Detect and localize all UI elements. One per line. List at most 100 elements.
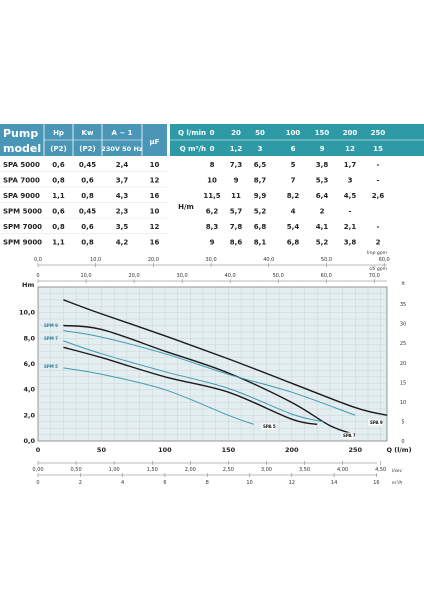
- header-lmin-value: 250: [371, 129, 386, 137]
- us-tick-label: 0: [36, 273, 39, 279]
- table-row-head-value: 4,1: [316, 223, 329, 231]
- header-kw-sub: (P2): [79, 145, 95, 153]
- header-m3h-value: 6: [291, 145, 296, 153]
- lsec-tick-label: 4,00: [337, 467, 348, 473]
- table-row-amp: 3,5: [116, 223, 129, 231]
- header-lmin-value: 20: [231, 129, 241, 137]
- m3h-tick-label: 0: [36, 480, 39, 486]
- table-row-kw: 0,6: [81, 177, 94, 185]
- lsec-tick-label: 0,50: [71, 467, 82, 473]
- table-row-head-value: -: [377, 223, 380, 231]
- lsec-tick-label: 1,00: [109, 467, 120, 473]
- curve-label-bg: [368, 419, 383, 426]
- x-tick-label: 100: [158, 446, 172, 454]
- lsec-tick-label: 1,50: [147, 467, 158, 473]
- curve-label: SPM 9: [44, 323, 58, 328]
- table-row-head-value: 6,8: [287, 239, 300, 247]
- curve-label: SPA 7: [343, 433, 356, 438]
- table-row-hp: 0,8: [52, 177, 65, 185]
- right-axis-unit: ft: [401, 281, 405, 287]
- table-row-head-value: -: [377, 161, 380, 169]
- curve-label-bg: [261, 423, 276, 430]
- table-row-uf: 10: [150, 208, 160, 216]
- lsec-tick-label: 2,00: [185, 467, 196, 473]
- y-tick-label: 10,0: [19, 309, 36, 317]
- table-row-head-value: 9: [210, 239, 215, 247]
- series-line-spm-5: [63, 367, 254, 425]
- m3h-tick-label: 16: [373, 480, 379, 486]
- y-tick-label: 4,0: [23, 386, 35, 394]
- header-hp: Hp: [53, 129, 64, 137]
- right-tick-label: 25: [400, 341, 406, 347]
- curve-label: SPM 7: [44, 336, 58, 341]
- table-row-head-value: 8,3: [206, 223, 219, 231]
- series-line-spa-7: [63, 324, 356, 436]
- table-row-kw: 0,6: [81, 223, 94, 231]
- header-lmin-value: 100: [286, 129, 301, 137]
- table-row-head-value: 8,2: [287, 192, 300, 200]
- table-row-hp: 0,8: [52, 223, 65, 231]
- table-row-kw: 0,8: [81, 192, 94, 200]
- m3h-tick-label: 12: [289, 480, 295, 486]
- us-axis-unit: US gpm: [369, 266, 387, 272]
- imp-tick-label: 10,0: [90, 257, 101, 263]
- imp-tick-label: 50,0: [321, 257, 332, 263]
- m3h-tick-label: 4: [121, 480, 124, 486]
- curve-label: SPA 9: [370, 420, 383, 425]
- lsec-tick-label: 4,50: [375, 467, 386, 473]
- us-tick-label: 60,0: [321, 273, 332, 279]
- table-row-head-value: 6,5: [254, 161, 267, 169]
- table-row-head-value: 11,5: [203, 192, 220, 200]
- header-kw: Kw: [82, 129, 94, 137]
- table-row-kw: 0,45: [79, 208, 96, 216]
- header-m3h-value: 12: [345, 145, 355, 153]
- header-lmin-value: 150: [315, 129, 330, 137]
- x-tick-label: 250: [348, 446, 362, 454]
- table-row-head-value: 7,8: [230, 223, 243, 231]
- header-m3h-value: 15: [373, 145, 383, 153]
- table-row-model: SPM 5000: [3, 208, 42, 216]
- table-row-head-value: 8,6: [230, 239, 243, 247]
- table-row-head-value: 9: [234, 177, 239, 185]
- table-row-hp: 0,6: [52, 208, 65, 216]
- right-tick-label: 5: [401, 419, 404, 425]
- curve-label-bg: [341, 432, 356, 439]
- header-hp-sub: (P2): [50, 145, 66, 153]
- right-tick-label: 15: [400, 380, 406, 386]
- m3h-tick-label: 14: [331, 480, 337, 486]
- curve-label: SPA 5: [263, 424, 276, 429]
- header-model-line2: model: [3, 142, 41, 155]
- table-row-amp: 4,2: [116, 239, 129, 247]
- curve-label: SPM 5: [44, 364, 58, 369]
- header-lmin-value: 0: [210, 129, 215, 137]
- lsec-tick-label: 0,00: [32, 467, 43, 473]
- y-axis-label: Hm: [22, 281, 34, 289]
- header-amp: A ~ 1: [111, 129, 132, 137]
- header-m3h-value: 9: [320, 145, 325, 153]
- y-tick-label: 6,0: [23, 360, 35, 368]
- x-tick-label: 50: [97, 446, 107, 454]
- right-tick-label: 10: [400, 400, 406, 406]
- table-row-head-value: 2: [320, 208, 325, 216]
- imp-tick-label: 20,0: [148, 257, 159, 263]
- table-row-head-value: 8: [210, 161, 215, 169]
- table-row-head-value: 5,4: [287, 223, 300, 231]
- table-row-head-value: 5,2: [316, 239, 329, 247]
- us-tick-label: 30,0: [177, 273, 188, 279]
- table-row-uf: 16: [150, 239, 160, 247]
- table-row-amp: 2,4: [116, 161, 129, 169]
- table-row-head-value: 1,7: [344, 161, 357, 169]
- table-row-head-value: 5,3: [316, 177, 329, 185]
- table-row-head-value: 6,4: [316, 192, 329, 200]
- m3h-tick-label: 6: [163, 480, 166, 486]
- m3h-tick-label: 8: [206, 480, 209, 486]
- table-hm-label: H/m: [178, 203, 194, 211]
- table-row-hp: 1,1: [52, 239, 65, 247]
- table-row-head-value: 3,8: [344, 239, 357, 247]
- m3h-tick-label: 10: [246, 480, 252, 486]
- y-tick-label: 0,0: [23, 437, 35, 445]
- header-m3h-value: 0: [210, 145, 215, 153]
- table-row-head-value: 2: [376, 239, 381, 247]
- table-row-head-value: 6,8: [254, 223, 267, 231]
- x-axis-label: Q (l/m): [386, 446, 411, 454]
